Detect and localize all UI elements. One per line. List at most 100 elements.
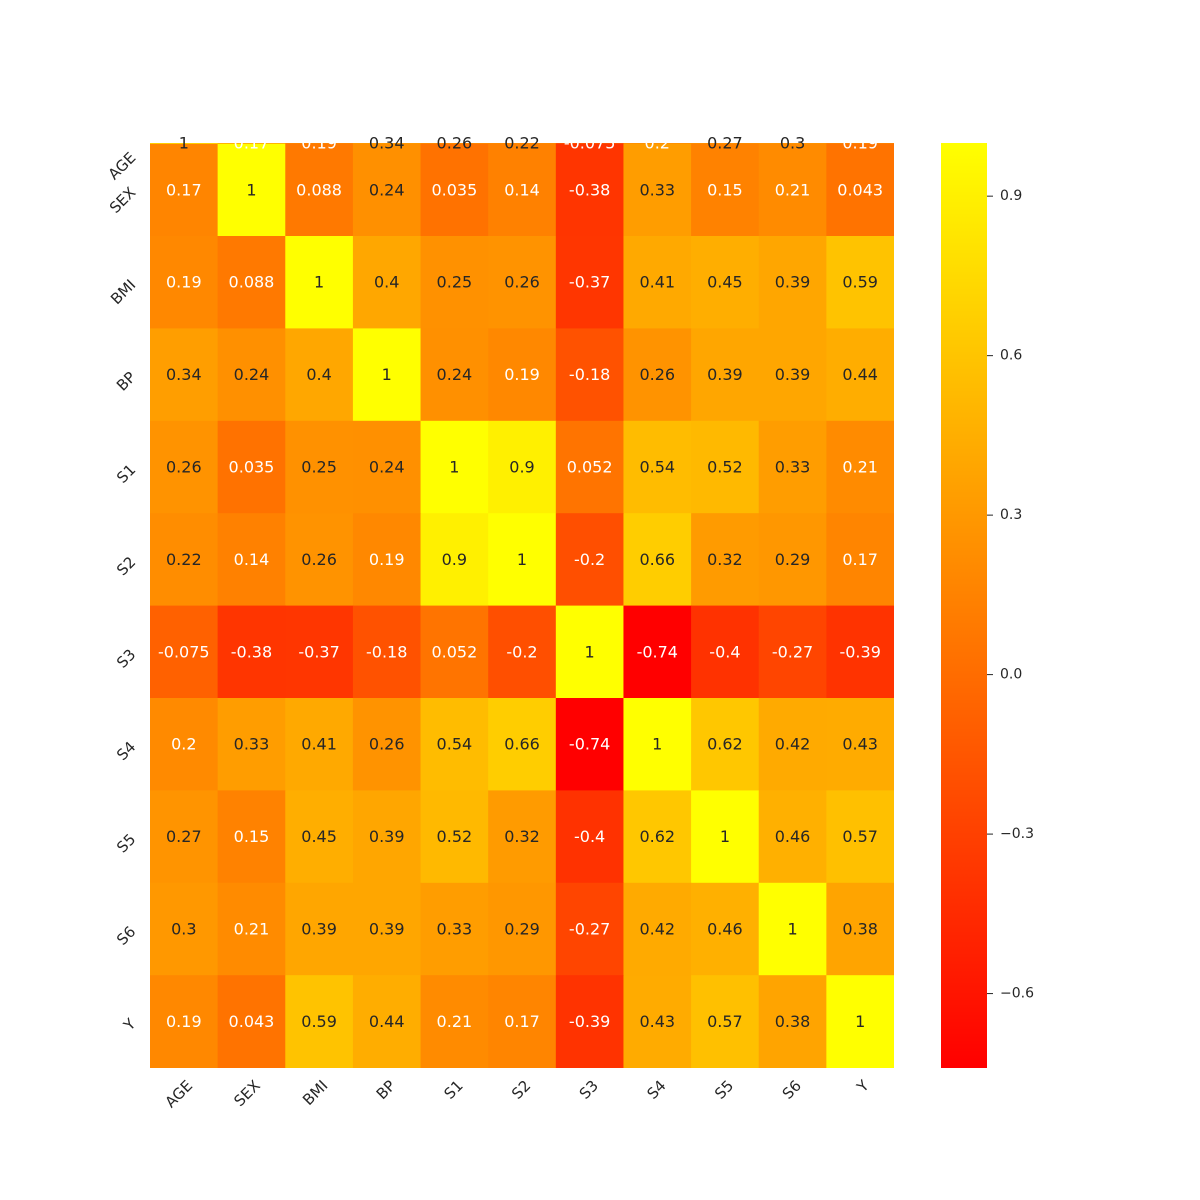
heatmap-cell-sex-s3 [555,143,624,237]
heatmap-cell-sex-y [826,143,894,237]
cell-value-label: 0.46 [775,827,811,846]
cell-value-label: 0.52 [437,827,473,846]
cell-value-label: 0.3 [171,920,196,939]
cell-value-label: 0.052 [567,458,613,477]
heatmap-cell-age-sex [217,143,286,145]
heatmap-cell-s2-s2 [488,513,557,607]
cell-value-label: 1 [787,920,797,939]
cell-value-label: 0.62 [707,735,743,754]
heatmap-cell-s3-s3 [555,605,624,699]
cell-value-label: 0.21 [234,920,270,939]
cell-value-label: 0.19 [166,1012,202,1031]
heatmap-cell-s3-s6 [758,605,827,699]
heatmap-cell-bp-s3 [555,328,624,422]
heatmap-cell-bmi-y [826,236,894,329]
heatmap-cell-sex-s2 [488,143,557,237]
cell-value-label: 0.39 [369,827,405,846]
heatmap-cell-sex-age [150,143,219,237]
cell-value-label: 0.26 [437,134,473,153]
y-tick-label-bmi: BMI [107,276,139,308]
heatmap-cell-bp-s6 [758,328,827,422]
cell-value-label: -0.4 [574,827,605,846]
cell-value-label: 0.26 [639,365,675,384]
cell-value-label: 0.9 [509,458,534,477]
heatmap-cell-bp-bmi [285,328,354,422]
y-tick-label-s1: S1 [113,461,139,487]
cell-value-label: 0.39 [707,365,743,384]
heatmap-cell-bmi-sex [217,236,286,329]
cell-value-label: 0.42 [775,735,811,754]
cell-value-label: 0.62 [639,827,675,846]
cell-value-label: 0.27 [707,134,743,153]
cell-value-label: 0.24 [437,365,473,384]
heatmap-cell-age-s1 [420,143,489,145]
cell-value-label: 0.14 [234,550,270,569]
heatmap-cell-age-s3 [555,143,624,145]
cell-value-label: 0.26 [166,458,202,477]
heatmap-cell-y-s4 [623,975,692,1068]
heatmap-cell-y-y [826,975,894,1068]
cell-value-label: 0.32 [707,550,743,569]
cell-value-label: -0.74 [569,735,610,754]
heatmap-cell-s6-s3 [555,882,624,976]
y-tick-label-s5: S5 [113,830,139,856]
colorbar-tick-label: −0.6 [1000,986,1034,1002]
heatmap-cell-s3-bmi [285,605,354,699]
cell-value-label: 0.45 [301,827,337,846]
heatmap-cell-bmi-s1 [420,236,489,329]
cell-value-label: -0.4 [709,642,740,661]
heatmap-cell-s2-s5 [691,513,760,607]
cell-value-label: -0.39 [839,642,880,661]
cell-value-label: 0.59 [301,1012,337,1031]
heatmap-cell-s5-y [826,790,894,884]
cell-value-label: 0.17 [234,134,270,153]
heatmap-cell-s1-s2 [488,420,557,514]
cell-value-label: 0.34 [166,365,202,384]
heatmap-cell-sex-bmi [285,143,354,237]
x-tick-label-y: Y [853,1076,874,1097]
heatmap-cell-s6-s1 [420,882,489,976]
cell-value-label: 1 [314,273,324,292]
cell-value-label: 0.2 [645,134,670,153]
cell-value-label: 0.26 [504,273,540,292]
heatmap-cell-bp-s2 [488,328,557,422]
heatmap-cell-y-s3 [555,975,624,1068]
heatmap-cell-sex-s6 [758,143,827,237]
heatmap-cell-age-bp [352,143,422,145]
cell-value-label: 0.22 [166,550,202,569]
cell-value-label: 0.2 [171,735,196,754]
heatmap-cell-s1-s4 [623,420,692,514]
heatmap-cell-s4-s6 [758,698,827,791]
heatmap-cell-s2-s6 [758,513,827,607]
cell-value-label: -0.37 [569,273,610,292]
cell-value-label: 0.39 [369,920,405,939]
heatmap-cell-s3-age [150,605,219,699]
y-tick-label-s3: S3 [113,645,139,671]
colorbar-tick-label: 0.0 [1000,667,1022,683]
cell-value-label: -0.18 [569,365,610,384]
heatmap-cell-bmi-s5 [691,236,760,329]
heatmap-cell-s4-y [826,698,894,791]
cell-value-label: 0.29 [775,550,811,569]
heatmap-cell-s2-age [150,513,219,607]
heatmap-cell-s1-s1 [420,420,489,514]
heatmap-cell-s2-s4 [623,513,692,607]
cell-value-label: 0.39 [775,365,811,384]
cell-value-label: 0.043 [229,1012,275,1031]
x-tick-label-s6: S6 [779,1077,805,1103]
cell-value-label: 0.24 [369,458,405,477]
cell-value-label: 0.035 [431,180,477,199]
heatmap-cell-age-s2 [488,143,557,145]
x-tick-label-s2: S2 [508,1077,534,1103]
heatmap-cell-age-s6 [758,143,827,145]
heatmap-cell-s6-bp [352,882,422,976]
y-tick-label-y: Y [119,1014,140,1035]
cell-value-label: 0.17 [166,180,202,199]
heatmap-cell-bmi-age [150,236,219,329]
cell-value-label: -0.38 [231,642,272,661]
heatmap-cell-bp-s4 [623,328,692,422]
heatmap-cell-s6-bmi [285,882,354,976]
cell-value-label: 1 [449,458,459,477]
cell-value-label: 0.29 [504,920,540,939]
cell-value-label: 0.19 [842,134,878,153]
